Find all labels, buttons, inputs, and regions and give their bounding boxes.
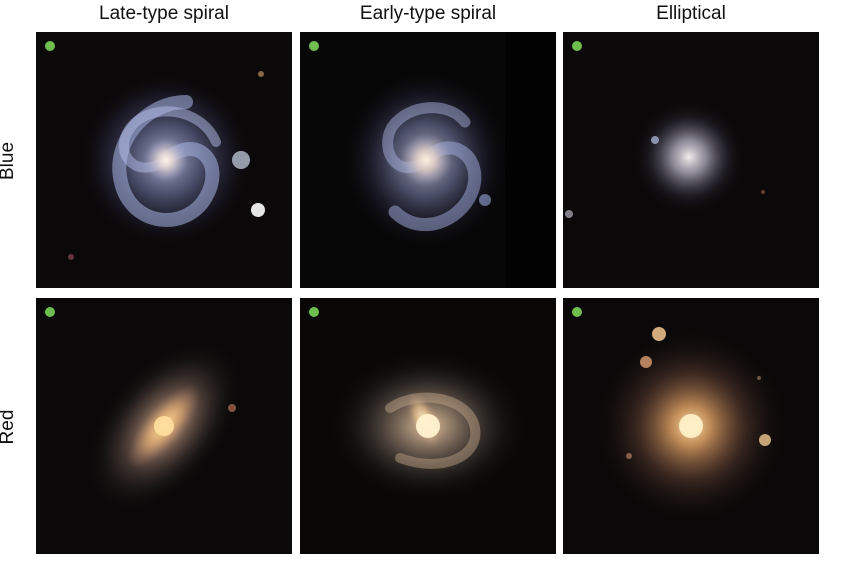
- column-title-late-type-spiral: Late-type spiral: [99, 3, 229, 24]
- blue-late-type-spiral-galaxy-drawing: [36, 32, 292, 288]
- galaxy-image-blue-early-type-spiral: [300, 32, 556, 288]
- column-title-early-type-spiral: Early-type spiral: [359, 3, 497, 24]
- red-elliptical-galaxy-drawing: [563, 298, 819, 554]
- green-marker-dot: [45, 41, 55, 51]
- red-late-type-spiral-galaxy-drawing: [36, 298, 292, 554]
- row-label-red: Red: [0, 409, 18, 445]
- blue-early-type-spiral-galaxy-drawing: [300, 32, 556, 288]
- galaxy-image-red-elliptical: [563, 298, 819, 554]
- green-marker-dot: [572, 41, 582, 51]
- galaxy-image-blue-elliptical: [563, 32, 819, 288]
- blue-elliptical-galaxy-drawing: [563, 32, 819, 288]
- green-marker-dot: [309, 307, 319, 317]
- green-marker-dot: [309, 41, 319, 51]
- red-early-type-spiral-galaxy-drawing: [300, 298, 556, 554]
- galaxy-image-red-early-type-spiral: [300, 298, 556, 554]
- green-marker-dot: [45, 307, 55, 317]
- galaxy-image-blue-late-type-spiral: [36, 32, 292, 288]
- column-title-elliptical: Elliptical: [656, 3, 726, 24]
- row-label-blue: Blue: [0, 141, 18, 181]
- green-marker-dot: [572, 307, 582, 317]
- galaxy-image-red-late-type-spiral: [36, 298, 292, 554]
